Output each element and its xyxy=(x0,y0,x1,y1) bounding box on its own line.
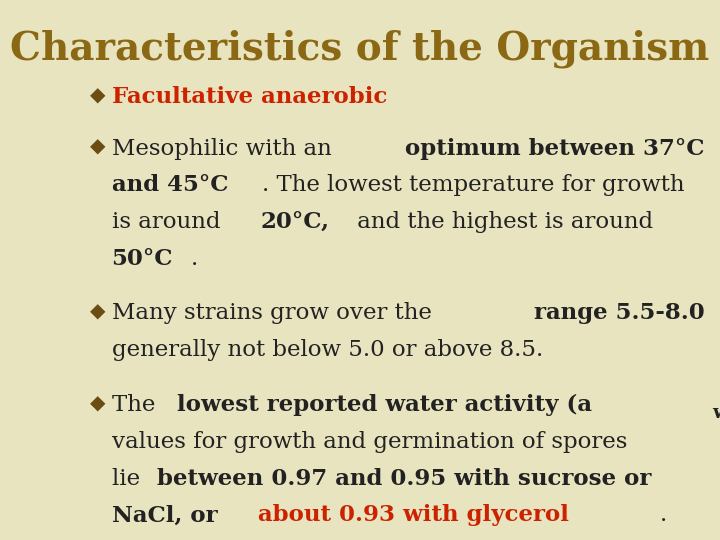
Text: ◆: ◆ xyxy=(89,86,105,105)
Text: Facultative anaerobic: Facultative anaerobic xyxy=(112,86,387,109)
Text: lowest reported water activity (a: lowest reported water activity (a xyxy=(177,394,592,416)
Text: is around: is around xyxy=(112,211,228,233)
Text: 50°C: 50°C xyxy=(112,248,173,270)
Text: ◆: ◆ xyxy=(89,302,105,321)
Text: about 0.93 with glycerol: about 0.93 with glycerol xyxy=(258,504,570,526)
Text: .: . xyxy=(191,248,198,270)
Text: optimum between 37°C: optimum between 37°C xyxy=(405,138,704,160)
Text: w: w xyxy=(712,404,720,422)
Text: NaCl, or: NaCl, or xyxy=(112,504,225,526)
Text: ◆: ◆ xyxy=(89,394,105,413)
Text: and 45°C: and 45°C xyxy=(112,174,228,197)
Text: between 0.97 and 0.95 with sucrose or: between 0.97 and 0.95 with sucrose or xyxy=(157,468,652,490)
Text: Mesophilic with an: Mesophilic with an xyxy=(112,138,338,160)
Text: lie: lie xyxy=(112,468,147,490)
Text: and the highest is around: and the highest is around xyxy=(350,211,653,233)
Text: . The lowest temperature for growth: . The lowest temperature for growth xyxy=(262,174,685,197)
Text: .: . xyxy=(660,504,667,526)
Text: ◆: ◆ xyxy=(89,138,105,157)
Text: range 5.5-8.0: range 5.5-8.0 xyxy=(534,302,704,325)
Text: Characteristics of the Organism: Characteristics of the Organism xyxy=(10,30,710,68)
Text: The: The xyxy=(112,394,162,416)
Text: Many strains grow over the: Many strains grow over the xyxy=(112,302,438,325)
Text: 20°C,: 20°C, xyxy=(261,211,330,233)
Text: generally not below 5.0 or above 8.5.: generally not below 5.0 or above 8.5. xyxy=(112,339,543,361)
Text: values for growth and germination of spores: values for growth and germination of spo… xyxy=(112,431,627,453)
